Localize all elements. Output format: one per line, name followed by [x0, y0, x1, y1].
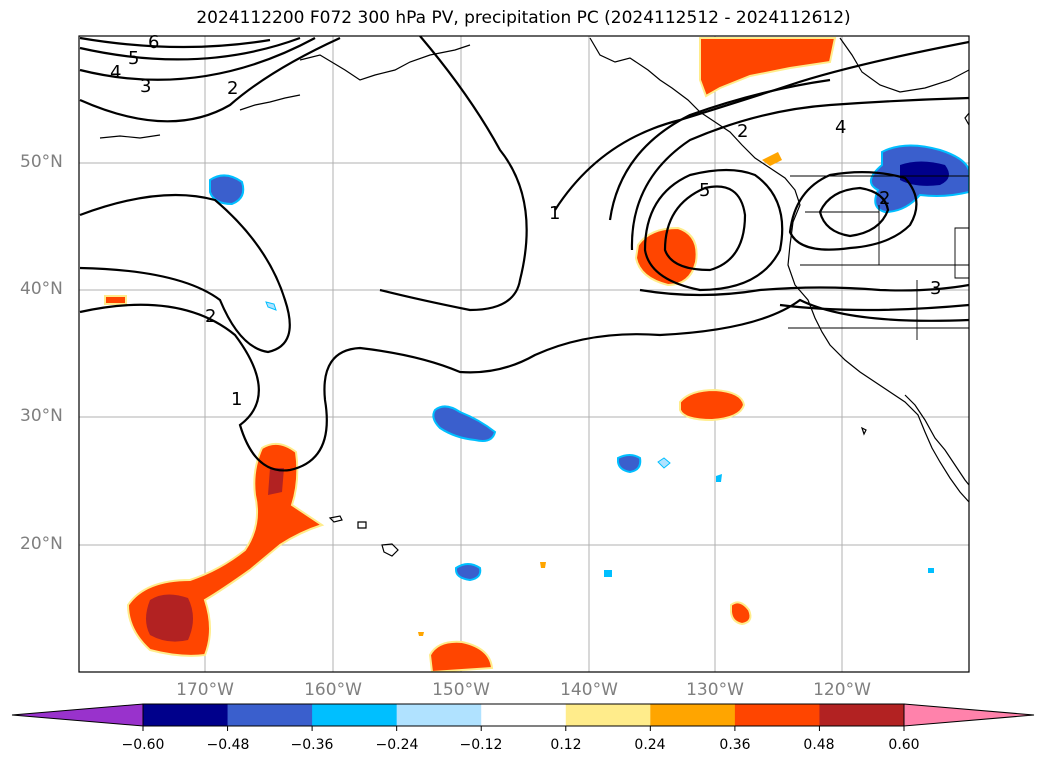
- lon-label-170w: 170°W: [176, 680, 234, 700]
- colorbar-segment: [565, 704, 651, 726]
- colorbar-tick-label: 0.12: [550, 737, 582, 753]
- colorbar-frame: [142, 703, 905, 727]
- contour-label-group: 6 5 4 3 2 1 2 1 5 4 2 2 3: [110, 32, 941, 410]
- colorbar-segment: [143, 704, 229, 726]
- contour-label: 3: [930, 278, 941, 299]
- precip-positive-areas: [104, 37, 837, 672]
- contour-label: 2: [879, 188, 890, 209]
- map-frame: [78, 35, 970, 673]
- colorbar-segment: [650, 704, 736, 726]
- colorbar-extend-max: [903, 703, 1035, 727]
- contour-label: 1: [549, 203, 560, 224]
- colorbar-tick-label: 0.36: [719, 737, 751, 753]
- contour-label: 5: [128, 48, 139, 69]
- colorbar-segment: [312, 704, 398, 726]
- lon-label-130w: 130°W: [686, 680, 744, 700]
- colorbar-tick-label: −0.48: [206, 737, 250, 753]
- political-borders: [788, 175, 969, 340]
- lat-label-50n: 50°N: [20, 152, 63, 172]
- colorbar-tick-label: −0.36: [290, 737, 334, 753]
- coastlines: [99, 37, 969, 557]
- colorbar: [11, 703, 1035, 731]
- lon-label-160w: 160°W: [304, 680, 362, 700]
- contour-label: 1: [231, 389, 242, 410]
- colorbar-segment: [481, 704, 567, 726]
- lat-label-20n: 20°N: [20, 534, 63, 554]
- pv-contours: [79, 36, 969, 472]
- contour-label: 2: [227, 78, 238, 99]
- lat-label-30n: 30°N: [20, 406, 63, 426]
- contour-label: 4: [835, 117, 846, 138]
- colorbar-tick-label: 0.24: [634, 737, 666, 753]
- contour-label: 4: [110, 62, 121, 83]
- colorbar-segment: [734, 704, 820, 726]
- colorbar-tick-label: 0.60: [888, 737, 920, 753]
- precip-negative-areas: [209, 144, 969, 582]
- figure-title: 2024112200 F072 300 hPa PV, precipitatio…: [196, 8, 851, 28]
- colorbar-tick-label: −0.60: [121, 737, 165, 753]
- colorbar-segment: [819, 704, 905, 726]
- colorbar-extend-min: [11, 703, 144, 727]
- contour-label: 6: [148, 32, 159, 53]
- colorbar-segment: [396, 704, 482, 726]
- lon-label-140w: 140°W: [560, 680, 618, 700]
- lon-label-150w: 150°W: [432, 680, 490, 700]
- colorbar-segment: [227, 704, 313, 726]
- lon-label-120w: 120°W: [813, 680, 871, 700]
- contour-label: 3: [140, 76, 151, 97]
- contour-label: 2: [737, 121, 748, 142]
- colorbar-tick-label: −0.24: [375, 737, 419, 753]
- contour-label: 2: [205, 306, 216, 327]
- colorbar-tick-label: −0.12: [459, 737, 503, 753]
- colorbar-tick-label: 0.48: [803, 737, 835, 753]
- graticule: [79, 36, 969, 672]
- contour-label: 5: [699, 180, 710, 201]
- lat-label-40n: 40°N: [20, 279, 63, 299]
